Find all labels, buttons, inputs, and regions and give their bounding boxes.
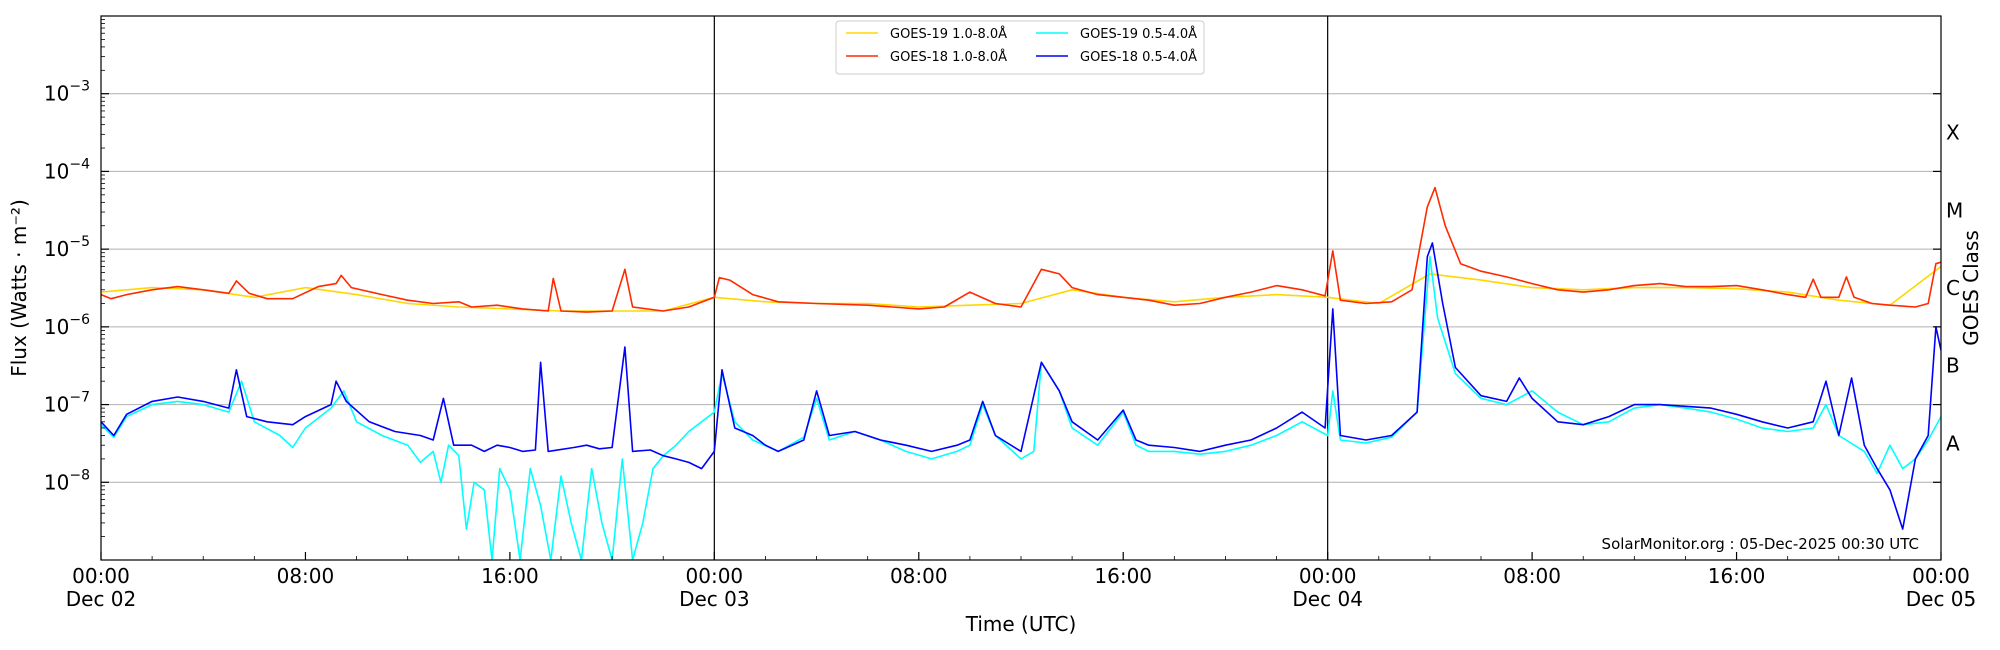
legend-label: GOES-18 1.0-8.0Å: [890, 49, 1007, 65]
x-tick-label: 16:00: [481, 564, 539, 588]
right-axis-label: GOES Class: [1959, 230, 1983, 346]
x-tick-label: 00:00: [686, 564, 744, 588]
x-tick-label: 08:00: [277, 564, 335, 588]
goes-class-x: X: [1946, 121, 1960, 145]
grid-lines: [101, 93, 1941, 483]
x-tick-label: 16:00: [1094, 564, 1152, 588]
series-line-2: [101, 186, 1941, 313]
y-tick-label: 10−8: [44, 467, 90, 494]
x-tick-date-label: Dec 03: [679, 587, 750, 611]
y-tick-label: 10−3: [44, 79, 90, 106]
goes-class-c: C: [1946, 276, 1960, 300]
y-tick-label: 10−4: [44, 156, 90, 183]
series-line-3: [101, 255, 1941, 560]
x-tick-date-label: Dec 02: [66, 587, 137, 611]
goes-class-a: A: [1946, 431, 1960, 455]
x-axis-label: Time (UTC): [965, 612, 1077, 636]
y-tick-label: 10−6: [44, 312, 90, 339]
series-lines: [101, 186, 1941, 560]
goes-class-b: B: [1946, 354, 1960, 378]
x-tick-date-label: Dec 04: [1292, 587, 1363, 611]
series-line-4: [101, 242, 1941, 530]
legend-box: [835, 20, 1205, 75]
legend-label: GOES-19 0.5-4.0Å: [1080, 26, 1197, 42]
series-line-1: [101, 265, 1941, 312]
x-tick-label: 00:00: [72, 564, 130, 588]
x-tick-date-label: Dec 05: [1906, 587, 1977, 611]
x-tick-label: 00:00: [1912, 564, 1970, 588]
legend-label: GOES-19 1.0-8.0Å: [890, 26, 1007, 42]
goes-class-m: M: [1946, 198, 1963, 222]
y-tick-label: 10−7: [44, 390, 90, 417]
x-tick-label: 16:00: [1708, 564, 1766, 588]
source-annotation: SolarMonitor.org : 05-Dec-2025 00:30 UTC: [1602, 535, 1919, 553]
x-tick-label: 00:00: [1299, 564, 1357, 588]
y-tick-label: 10−5: [44, 234, 90, 261]
x-tick-label: 08:00: [890, 564, 948, 588]
y-axis-ticks: 10−8 10−7 10−6 10−5 10−4 10−3: [44, 19, 1941, 538]
legend: GOES-19 1.0-8.0Å GOES-18 1.0-8.0Å GOES-19 …: [835, 20, 1205, 75]
x-tick-label: 08:00: [1503, 564, 1561, 588]
day-boundary-lines: [713, 16, 1329, 560]
goes-class-labels: A B C M X: [1946, 121, 1963, 456]
legend-label: GOES-18 0.5-4.0Å: [1080, 49, 1197, 65]
y-axis-label: Flux (Watts · m⁻²): [7, 199, 31, 377]
